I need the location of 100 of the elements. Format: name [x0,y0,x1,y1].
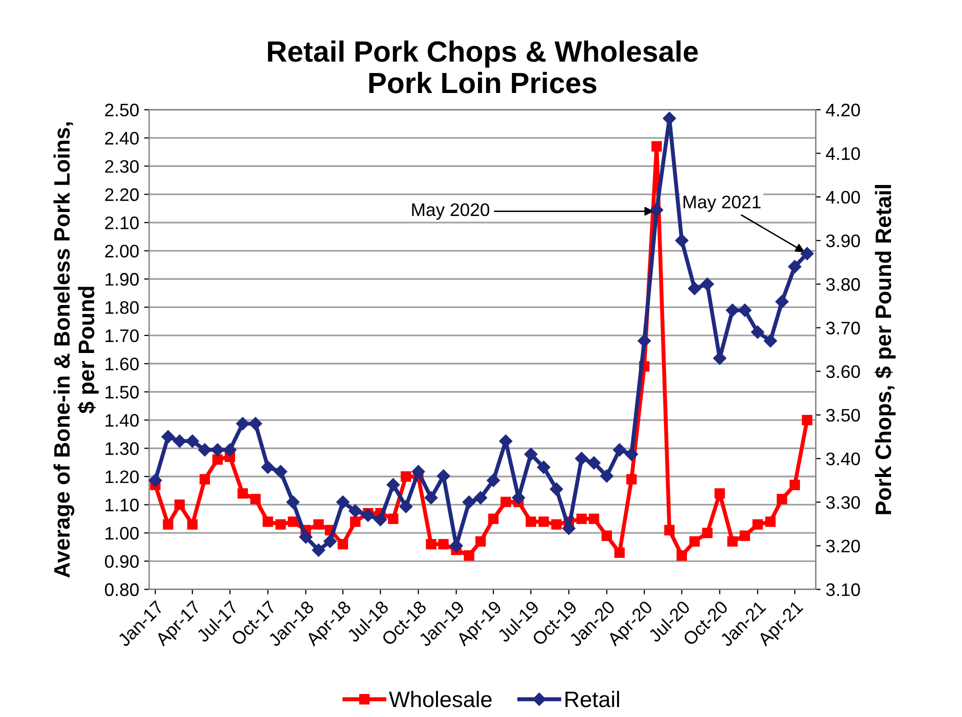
point [324,534,337,548]
point [386,478,400,492]
point [198,443,212,456]
point [675,234,688,248]
y-tick-label: 1.50 [106,386,139,399]
point [538,516,549,527]
point [436,469,450,483]
point [274,465,288,478]
y2-tick-label: 4.00 [826,190,860,204]
point [488,514,499,524]
point [726,304,740,317]
point [550,482,564,496]
point [776,494,788,504]
point [350,516,360,527]
point [500,496,511,508]
point [288,516,298,527]
y-tick-label: 2.40 [105,132,139,145]
point [248,417,262,430]
point [336,496,350,509]
y2-tick-label: 3.50 [826,408,860,422]
y2-tick-label: 3.20 [826,540,860,552]
point [752,519,763,530]
point [612,443,626,456]
y2-tick-label: 4.20 [826,104,860,116]
point [313,519,324,530]
point [161,430,175,444]
y-tick-label: 1.60 [106,358,139,370]
point [261,460,274,474]
point [765,516,776,527]
point [651,141,662,152]
point [751,326,764,339]
point [700,278,714,291]
point [212,454,223,465]
y-tick-label: 2.00 [105,244,139,258]
point [790,480,800,490]
point [626,474,637,485]
point [537,460,550,474]
point [486,474,500,487]
point [575,452,588,466]
point [614,547,625,558]
annotation: May 2020 [412,203,490,220]
point [524,448,538,461]
point [237,488,248,499]
point [638,334,651,348]
point [802,414,812,426]
point [650,203,664,217]
point [187,519,198,530]
point [462,496,476,509]
point [588,514,600,524]
point [602,530,612,541]
point [200,474,210,485]
y2-tick-label: 3.40 [826,452,860,466]
y-axis-title: Average of Bone-in & Boneless Pork Loins, $ per Pound [53,122,99,578]
point [286,496,300,509]
point [250,494,261,504]
y-tick-label: 2.20 [105,188,139,202]
point [275,519,286,530]
point [738,304,752,317]
point [664,524,675,536]
point [262,516,274,527]
point [624,448,638,461]
point [374,513,387,526]
point [800,247,814,260]
legend-label: Retail [566,690,620,708]
point [338,539,348,550]
point [475,536,486,547]
y2-tick-label: 3.90 [826,234,860,248]
point [173,434,186,448]
point [236,417,250,430]
point [689,536,700,547]
y-tick-label: 1.00 [106,526,139,540]
y-tick-label: 1.90 [106,272,139,286]
y-tick-label: 0.90 [104,555,139,568]
y2-axis-title: Pork Chops, $ per Pound Retail [874,185,896,514]
point [740,530,750,541]
y-tick-label: 1.30 [106,442,139,456]
point [788,260,802,274]
y2-tick-label: 3.80 [826,278,860,291]
legend-label: Wholesale [388,690,492,708]
point [426,539,436,550]
point [162,519,174,530]
y-tick-label: 0.80 [104,583,139,596]
y-tick-label: 2.50 [105,104,139,116]
y2-tick-label: 4.10 [826,147,860,160]
y2-tick-label: 3.10 [826,583,860,596]
point [587,456,601,470]
y2-tick-label: 3.70 [826,322,860,334]
point [764,334,778,348]
point [526,516,536,527]
y-tick-label: 2.30 [105,160,139,173]
point [424,491,438,504]
chart-title: Retail Pork Chops & Wholesale Pork Loin Prices [268,40,698,94]
point [400,471,412,482]
point [551,519,562,530]
point [600,469,614,483]
point [576,514,587,524]
point [361,508,375,522]
y-tick-label: 1.10 [106,498,139,512]
point [714,488,725,499]
y-tick-label: 1.80 [106,301,139,314]
